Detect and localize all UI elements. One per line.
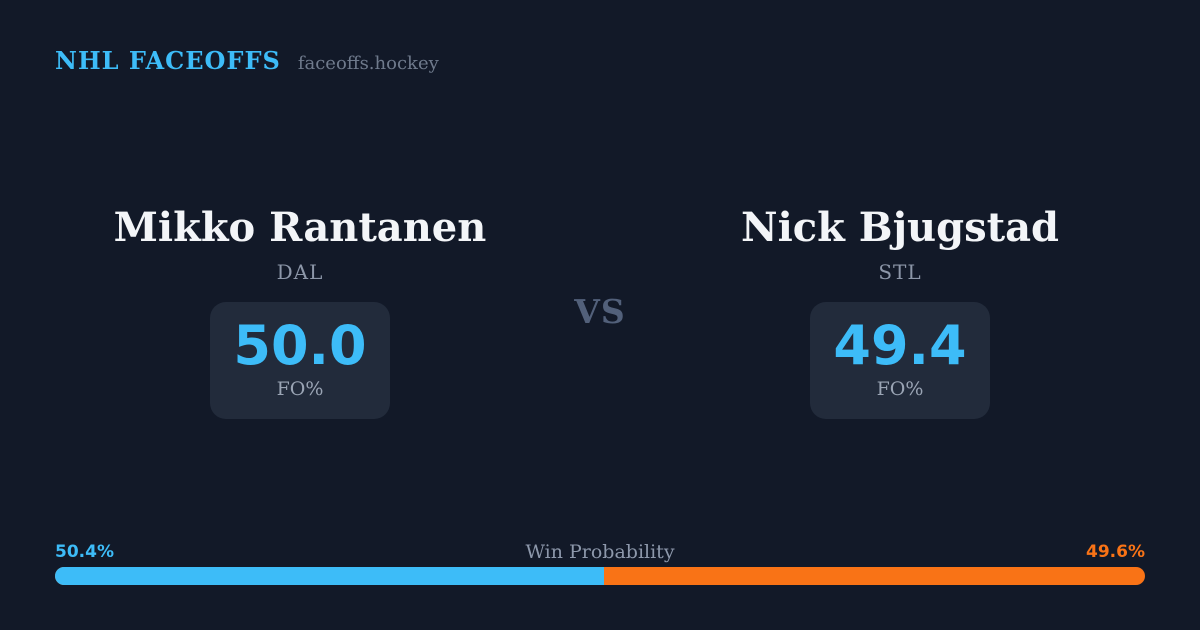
player-right-stat-label: FO% xyxy=(876,378,924,400)
player-right-column: Nick Bjugstad STL 49.4 FO% xyxy=(700,204,1100,419)
brand-title: NHL FACEOFFS xyxy=(55,46,281,75)
vs-label: VS xyxy=(574,292,626,331)
player-right-stat-card: 49.4 FO% xyxy=(810,302,990,419)
player-left-stat-card: 50.0 FO% xyxy=(210,302,390,419)
player-right-stat-value: 49.4 xyxy=(833,314,967,377)
win-probability-left-pct: 50.4% xyxy=(55,542,114,562)
win-probability-fill-left xyxy=(55,567,605,585)
header: NHL FACEOFFS faceoffs.hockey xyxy=(55,46,439,75)
player-right-name: Nick Bjugstad xyxy=(741,204,1059,251)
player-left-name: Mikko Rantanen xyxy=(113,204,487,251)
win-probability-right-pct: 49.6% xyxy=(1086,542,1145,562)
player-left-column: Mikko Rantanen DAL 50.0 FO% xyxy=(100,204,500,419)
site-url: faceoffs.hockey xyxy=(297,53,439,74)
player-left-team: DAL xyxy=(276,260,324,284)
win-probability-labels: 50.4% Win Probability 49.6% xyxy=(55,540,1145,564)
player-left-stat-label: FO% xyxy=(276,378,324,400)
player-left-stat-value: 50.0 xyxy=(233,314,367,377)
win-probability-title: Win Probability xyxy=(525,541,675,563)
win-probability-bar xyxy=(55,567,1145,585)
player-right-team: STL xyxy=(878,260,922,284)
